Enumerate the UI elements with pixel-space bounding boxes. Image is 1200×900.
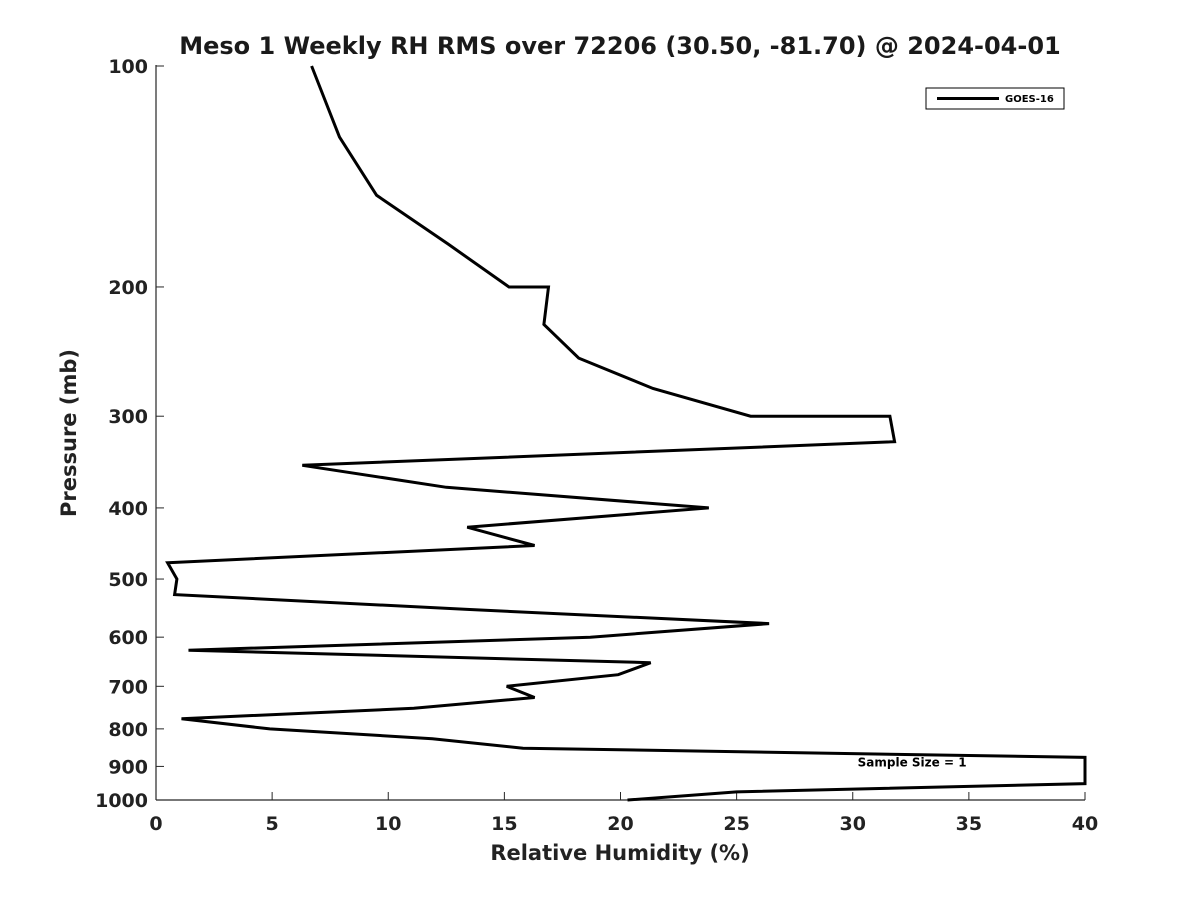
x-tick-label: 40 [1072, 813, 1098, 835]
x-tick-label: 0 [149, 813, 162, 835]
y-tick-label: 100 [108, 56, 148, 78]
plot-axes [155, 65, 1086, 801]
y-tick-label: 600 [108, 627, 148, 649]
legend: GOES-16 [925, 87, 1065, 110]
x-tick-label: 15 [491, 813, 517, 835]
series-layer [165, 65, 1087, 802]
y-tick-label: 200 [108, 277, 148, 299]
x-tick-label: 25 [723, 813, 749, 835]
series-line-goes-16 [165, 65, 1087, 802]
x-tick-label: 30 [840, 813, 866, 835]
sample-size-annotation: Sample Size = 1 [858, 755, 967, 769]
chart-title: Meso 1 Weekly RH RMS over 72206 (30.50, … [179, 32, 1061, 60]
x-tick-label: 35 [956, 813, 982, 835]
x-axis-label: Relative Humidity (%) [490, 841, 749, 865]
x-tick-label: 20 [607, 813, 633, 835]
legend-label-goes-16: GOES-16 [1005, 94, 1054, 105]
y-tick-label: 800 [108, 719, 148, 741]
x-tick-label: 5 [266, 813, 279, 835]
y-tick-label: 300 [108, 406, 148, 428]
y-tick-label: 1000 [95, 790, 148, 812]
y-axis-label: Pressure (mb) [57, 349, 81, 517]
y-tick-label: 900 [108, 756, 148, 778]
annotation-layer: Sample Size = 1 [858, 755, 967, 769]
x-tick-label: 10 [375, 813, 401, 835]
tick-labels: 0 5 10 15 20 25 30 35 40 100 200 300 400 500 600 700 800… [95, 56, 1098, 835]
y-tick-label: 400 [108, 498, 148, 520]
y-tick-label: 700 [108, 676, 148, 698]
y-tick-label: 500 [108, 569, 148, 591]
